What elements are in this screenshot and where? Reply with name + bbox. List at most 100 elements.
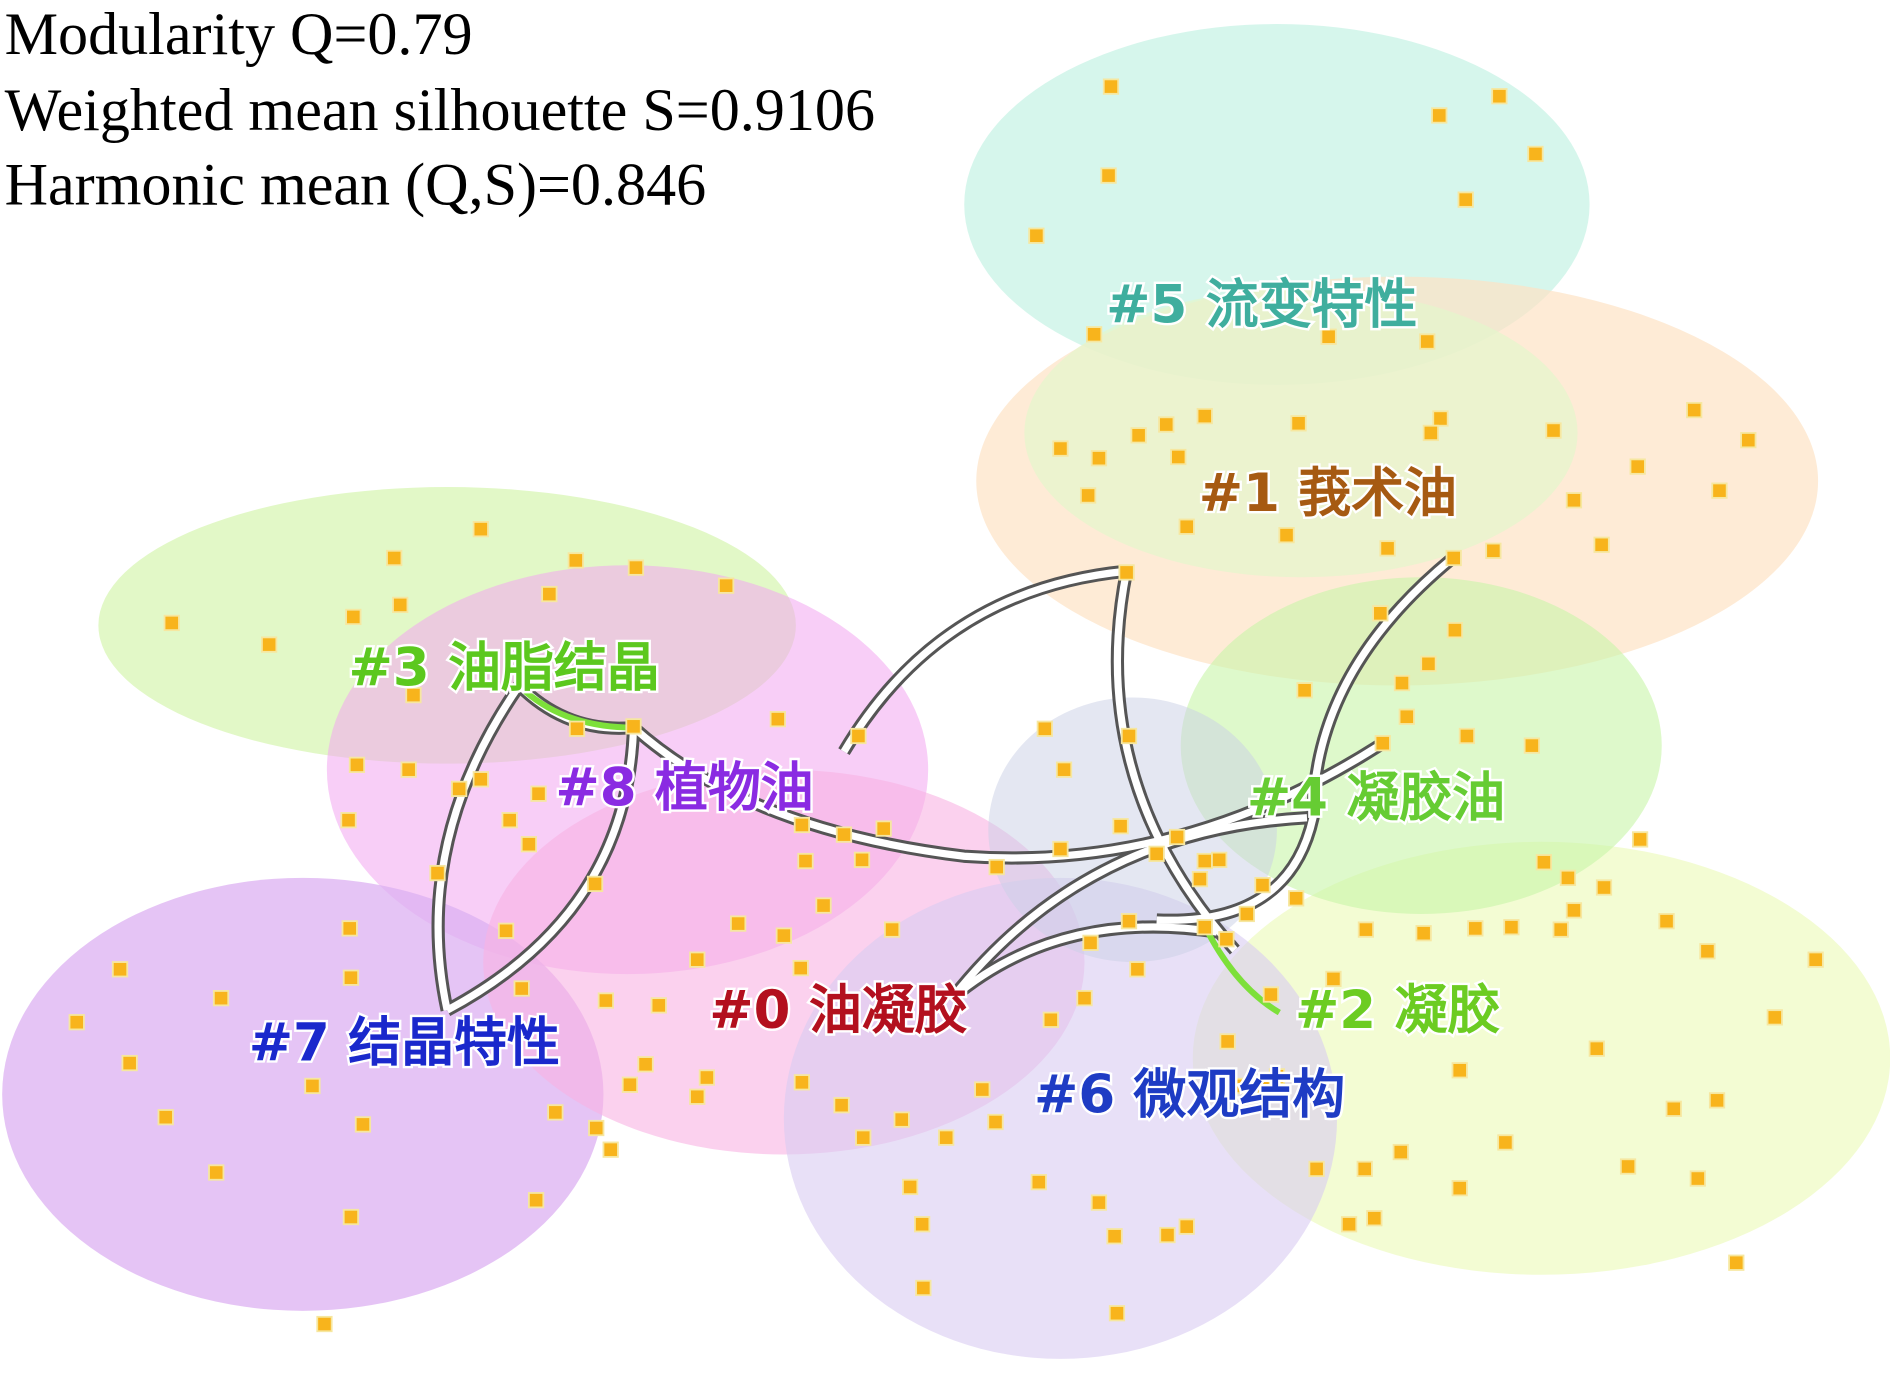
node: [775, 927, 792, 944]
node: [541, 585, 558, 603]
node: [208, 1164, 225, 1181]
node: [400, 761, 417, 778]
node: [1374, 735, 1391, 752]
silhouette: Weighted mean silhouette S=0.9106: [5, 77, 875, 144]
node: [1686, 401, 1703, 419]
cluster-area: [1024, 288, 1578, 578]
node: [163, 614, 180, 632]
node: [875, 820, 892, 837]
node: [1393, 674, 1411, 692]
node: [1232, 1077, 1249, 1095]
node: [520, 836, 538, 853]
node: [568, 720, 586, 737]
node: [718, 577, 735, 594]
node: [1196, 407, 1213, 425]
node: [625, 718, 642, 735]
node: [797, 852, 814, 870]
node: [1357, 921, 1375, 938]
node: [386, 549, 403, 567]
node: [793, 816, 811, 834]
node: [472, 771, 489, 788]
node: [853, 851, 871, 868]
node: [1090, 1194, 1108, 1211]
node: [1593, 536, 1610, 553]
node: [1629, 458, 1646, 475]
cluster-label: #7 结晶特性: [249, 1013, 560, 1074]
node: [1030, 1174, 1047, 1191]
node: [1631, 831, 1649, 848]
node: [1036, 720, 1053, 737]
node: [1042, 1011, 1059, 1028]
links: [431, 554, 1456, 1017]
node: [1552, 921, 1569, 938]
node: [1503, 919, 1520, 936]
node: [567, 552, 584, 569]
cluster-label: #1 莪术油: [1199, 463, 1457, 524]
node: [1491, 88, 1508, 105]
node: [1527, 145, 1544, 163]
node: [1366, 1210, 1383, 1227]
node: [902, 1178, 919, 1196]
node: [1191, 870, 1209, 888]
node: [1106, 1228, 1123, 1245]
node: [833, 1097, 850, 1114]
node: [1296, 682, 1313, 699]
link: [949, 814, 1308, 1001]
node: [501, 812, 518, 829]
node: [1711, 482, 1728, 499]
node: [1079, 487, 1097, 504]
node: [341, 920, 358, 937]
node: [835, 826, 853, 843]
node: [1196, 852, 1213, 870]
node: [1458, 727, 1476, 745]
node: [1158, 416, 1175, 433]
node: [1052, 840, 1069, 858]
node: [974, 1081, 991, 1098]
node: [650, 997, 667, 1014]
node: [528, 1192, 545, 1209]
node: [1595, 879, 1613, 896]
node: [689, 951, 706, 968]
node: [1457, 191, 1474, 208]
node: [1445, 549, 1462, 567]
node: [1728, 1254, 1745, 1271]
node: [855, 1129, 872, 1146]
modularity: Modularity Q=0.79: [5, 1, 473, 68]
cluster-area: [1180, 577, 1662, 914]
node: [1431, 107, 1448, 124]
node: [1055, 761, 1073, 778]
node: [1422, 424, 1439, 442]
node: [1372, 605, 1389, 622]
node: [1766, 1009, 1783, 1026]
node: [1467, 920, 1484, 937]
node: [597, 992, 614, 1009]
node: [1290, 415, 1307, 432]
node: [1102, 78, 1120, 95]
node: [1565, 492, 1583, 509]
node: [1262, 986, 1280, 1003]
node: [547, 1104, 564, 1121]
link: [1113, 570, 1238, 953]
node: [769, 711, 786, 728]
node: [1340, 1216, 1358, 1233]
node: [1168, 828, 1186, 846]
link-highlight: [523, 689, 634, 731]
node: [1100, 167, 1117, 184]
node: [1086, 326, 1103, 343]
node: [915, 1279, 932, 1297]
node: [1523, 737, 1540, 754]
node: [1090, 450, 1108, 467]
node: [1699, 943, 1716, 960]
node: [1708, 1092, 1726, 1109]
node: [1497, 1134, 1514, 1151]
node: [1129, 961, 1146, 978]
node: [987, 1113, 1004, 1131]
node: [621, 1076, 639, 1093]
node: [342, 1208, 360, 1226]
node: [988, 858, 1005, 876]
node: [1415, 925, 1432, 942]
node: [405, 686, 422, 704]
node: [1254, 876, 1271, 894]
node: [1320, 328, 1337, 345]
